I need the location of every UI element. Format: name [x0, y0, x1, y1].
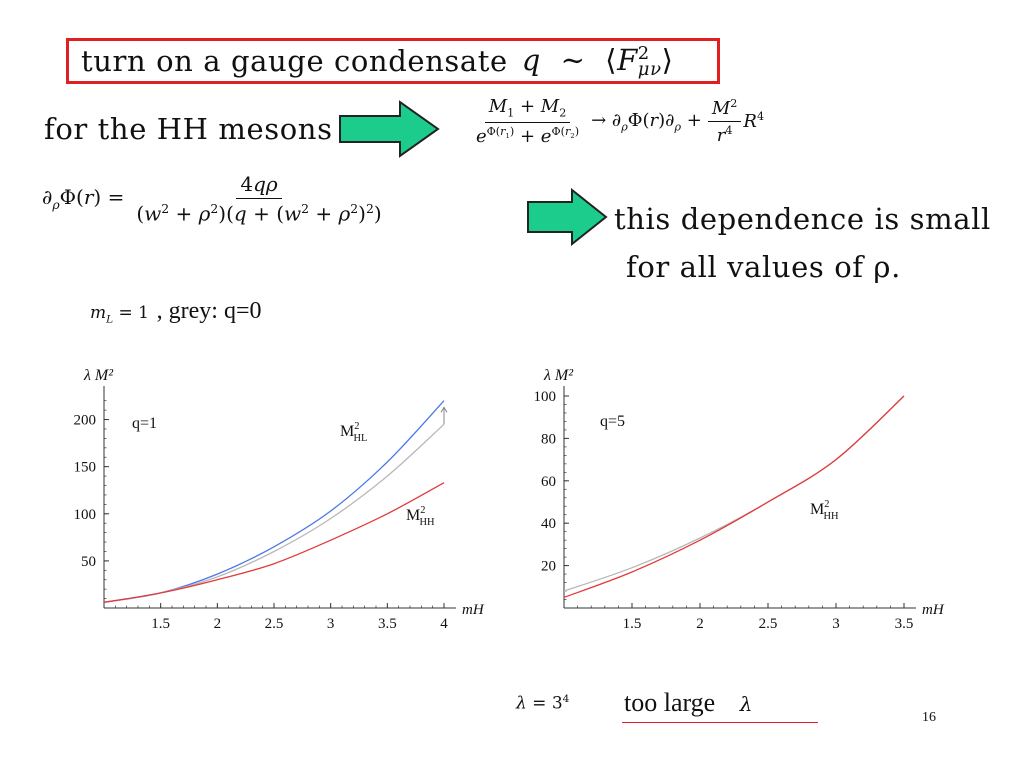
condensate-statement-box: turn on a gauge condensate q ∼ ⟨F 2 μν ⟩: [66, 38, 720, 84]
dependence-comment-line2: for all values of ρ.: [626, 250, 901, 284]
condensate-formula: q ∼ ⟨F 2 μν ⟩: [521, 43, 674, 81]
y-axis-label: λ M²: [543, 367, 574, 384]
y-tick-label: 80: [541, 431, 556, 447]
green-arrow-icon: [338, 100, 442, 158]
y-tick-label: 50: [81, 554, 96, 570]
y-tick-label: 100: [534, 389, 557, 405]
red-underline: [622, 722, 818, 723]
x-tick-label: 2.5: [759, 616, 778, 632]
series-line-1: [103, 423, 445, 603]
chart-q1: 1.5 2 2.5 3 3.5 4 50 100 150 200 λ M² mH q=1 M2 HL M2 HH: [40, 350, 500, 654]
q-annotation: q=1: [132, 415, 157, 432]
x-tick-label: 2.5: [265, 616, 284, 632]
x-tick-label: 4: [440, 616, 448, 632]
parameter-note: mL = 1 , grey: q=0: [90, 298, 262, 326]
lambda-value: λ = 34: [516, 693, 570, 714]
y-tick-label: 200: [74, 413, 97, 429]
mass-fraction: M1 + M2 eΦ(r1) + eΦ(r2): [476, 96, 580, 147]
chart-q5: 1.5 2 2.5 3 3.5 20 40 60 80 100 λ M² mH q=5 M2 HH: [500, 350, 960, 654]
y-tick-label: 20: [541, 559, 556, 575]
q-annotation: q=5: [600, 413, 625, 430]
series-line-1: [563, 395, 905, 599]
shift-arrowhead-icon: [440, 406, 448, 413]
x-tick-label: 2: [214, 616, 222, 632]
too-large-text: too large λ: [624, 688, 753, 717]
x-axis-label: mH: [922, 602, 945, 618]
phi-derivative-formula: ∂ρΦ(r) = 4qρ (w2 + ρ2)(q + (w2 + ρ2)2): [42, 172, 382, 226]
x-tick-label: 1.5: [623, 616, 642, 632]
x-tick-label: 3.5: [895, 616, 914, 632]
green-arrow-icon-2: [526, 188, 610, 246]
y-axis-label: λ M²: [83, 367, 114, 384]
y-tick-label: 40: [541, 516, 556, 532]
hh-series-label: M2 HH: [406, 505, 435, 528]
statement-text: turn on a gauge condensate: [81, 44, 508, 78]
x-tick-label: 2: [696, 616, 704, 632]
hh-series-label: M2 HH: [810, 499, 839, 522]
x-tick-label: 3: [832, 616, 840, 632]
x-axis-label: mH: [462, 602, 485, 618]
x-tick-label: 1.5: [151, 616, 170, 632]
series-line-2: [103, 482, 445, 603]
hh-operator-formula: M1 + M2 eΦ(r1) + eΦ(r2) → ∂ρΦ(r)∂ρ + M2 …: [472, 96, 764, 147]
y-tick-label: 150: [74, 460, 97, 476]
x-tick-label: 3: [327, 616, 335, 632]
y-tick-label: 60: [541, 474, 556, 490]
dependence-comment-line1: this dependence is small: [614, 202, 991, 236]
y-tick-label: 100: [74, 507, 97, 523]
grey-note-text: , grey: q=0: [156, 298, 262, 324]
hl-series-label: M2 HL: [340, 421, 367, 444]
hh-mesons-label: for the HH mesons: [44, 112, 333, 146]
x-tick-label: 3.5: [378, 616, 397, 632]
page-number: 16: [922, 710, 936, 725]
